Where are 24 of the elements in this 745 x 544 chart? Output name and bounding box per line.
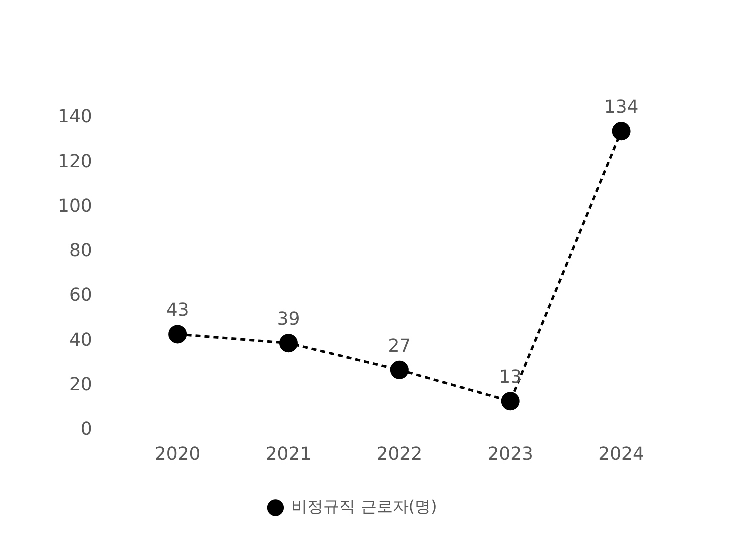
x-tick-label: 2020	[154, 444, 201, 465]
y-tick-label: 60	[69, 285, 92, 306]
x-tick-label: 2023	[488, 444, 534, 465]
point	[612, 122, 631, 141]
point	[390, 360, 409, 380]
x-tick-label: 2024	[598, 444, 644, 465]
y-tick-label: 0	[80, 419, 92, 440]
point	[280, 334, 298, 353]
y-tick-label: 140	[58, 106, 92, 128]
y-tick-label: 100	[58, 196, 92, 217]
data-label: 134	[604, 97, 639, 118]
y-tick-label: 20	[69, 374, 92, 396]
y-tick-label: 40	[69, 330, 92, 351]
data-label: 39	[277, 309, 300, 330]
data-label: 43	[166, 300, 190, 322]
y-tick-label: 80	[69, 240, 92, 262]
point	[501, 392, 520, 411]
x-tick-label: 2022	[376, 444, 423, 465]
y-tick-label: 120	[58, 151, 92, 172]
point	[168, 325, 188, 344]
data-label: 27	[388, 336, 412, 357]
data-label: 13	[499, 367, 522, 388]
legend-label: 비정규직 근로자(명)	[292, 497, 438, 516]
x-tick-label: 2021	[266, 444, 312, 465]
